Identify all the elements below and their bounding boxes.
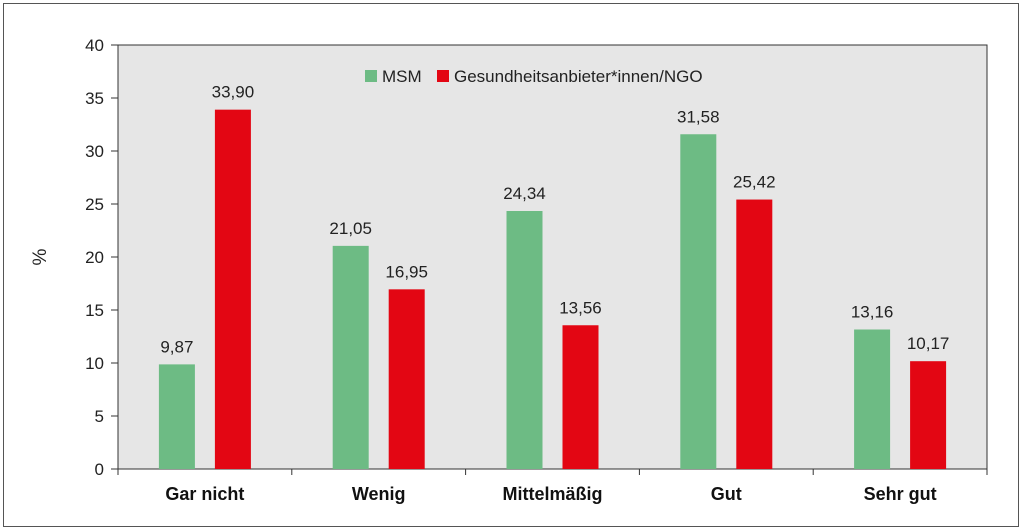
x-category-label: Gar nicht [165, 484, 244, 504]
bar-ngo [562, 325, 599, 469]
legend-label: MSM [382, 67, 422, 86]
data-label: 24,34 [503, 184, 546, 203]
data-label: 9,87 [160, 337, 193, 356]
legend-swatch [365, 70, 377, 82]
data-label: 10,17 [907, 334, 950, 353]
legend-swatch [437, 70, 449, 82]
bar-ngo [214, 109, 251, 469]
chart-frame [3, 3, 1019, 527]
data-label: 31,58 [677, 107, 720, 126]
x-category-label: Wenig [352, 484, 406, 504]
plot-area [117, 44, 988, 470]
bar-msm [506, 210, 543, 469]
bar-ngo [388, 289, 425, 469]
data-label: 13,16 [851, 303, 894, 322]
bar-msm [158, 364, 195, 469]
y-tick-label: 25 [85, 195, 104, 214]
data-label: 21,05 [329, 219, 372, 238]
y-tick-label: 0 [95, 460, 104, 479]
x-category-label: Mittelmäßig [502, 484, 602, 504]
bar-msm [332, 245, 369, 469]
data-label: 13,56 [559, 298, 602, 317]
y-tick-label: 35 [85, 89, 104, 108]
bar-msm [680, 134, 717, 469]
x-category-label: Gut [711, 484, 742, 504]
bar-ngo [736, 199, 773, 469]
y-tick-label: 40 [85, 36, 104, 55]
legend-label: Gesundheitsanbieter*innen/NGO [454, 67, 703, 86]
y-axis-label: % [30, 248, 51, 265]
bar-ngo [910, 361, 947, 469]
bar-msm [854, 329, 891, 469]
x-category-label: Sehr gut [864, 484, 937, 504]
y-tick-label: 30 [85, 142, 104, 161]
y-tick-label: 5 [95, 407, 104, 426]
y-tick-label: 20 [85, 248, 104, 267]
y-tick-label: 15 [85, 301, 104, 320]
data-label: 33,90 [212, 83, 255, 102]
data-label: 25,42 [733, 173, 776, 192]
data-label: 16,95 [385, 262, 428, 281]
y-tick-label: 10 [85, 354, 104, 373]
